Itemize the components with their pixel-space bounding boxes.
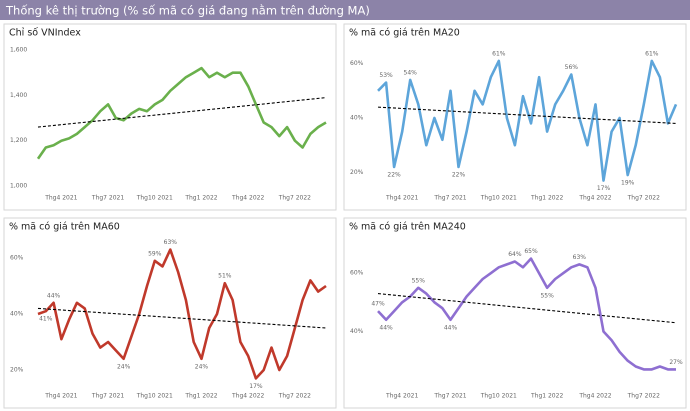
series-line (377, 59, 678, 182)
x-tick-label: Thg4 2021 (44, 195, 77, 202)
panel-title: Chỉ số VNIndex (9, 28, 81, 39)
x-tick-label: Thg4 2021 (385, 393, 418, 400)
value-label: 24% (117, 363, 131, 370)
value-label: 17% (249, 383, 263, 390)
panel-title: % mã có giá trên MA20 (349, 28, 460, 39)
y-tick-label: 1,000 (10, 183, 27, 190)
x-tick-label: Thg4 2022 (578, 393, 611, 400)
panel (343, 217, 687, 409)
x-tick-label: Thg7 2021 (433, 393, 466, 400)
x-tick-label: Thg7 2021 (91, 393, 124, 400)
value-label: 61% (492, 50, 506, 57)
x-tick-label: Thg4 2022 (231, 393, 264, 400)
x-tick-label: Thg7 2021 (91, 195, 124, 202)
value-label: 56% (565, 64, 579, 71)
panel-title: % mã có giá trên MA60 (9, 222, 120, 233)
value-label: 55% (412, 277, 426, 284)
x-tick-label: Thg4 2022 (231, 195, 264, 202)
x-tick-label: Thg7 2022 (627, 393, 660, 400)
x-tick-label: Thg1 2022 (530, 195, 563, 202)
value-label: 63% (164, 239, 178, 246)
value-label: 51% (218, 273, 232, 280)
x-tick-label: Thg1 2022 (184, 393, 217, 400)
y-tick-label: 20% (350, 169, 364, 176)
series-line (377, 257, 676, 371)
x-tick-label: Thg1 2022 (184, 195, 217, 202)
x-tick-label: Thg7 2022 (627, 195, 660, 202)
value-label: 47% (371, 301, 385, 308)
value-label: 19% (621, 180, 635, 187)
panel-title: % mã có giá trên MA240 (349, 222, 466, 233)
y-tick-label: 40% (350, 328, 364, 335)
value-label: 59% (148, 250, 162, 257)
x-tick-label: Thg10 2021 (480, 195, 517, 202)
value-label: 63% (573, 254, 587, 261)
value-label: 55% (540, 292, 554, 299)
x-tick-label: Thg7 2022 (278, 195, 311, 202)
value-label: 44% (47, 292, 61, 299)
series-line (37, 248, 327, 380)
value-label: 44% (379, 324, 393, 331)
value-label: 44% (444, 324, 458, 331)
y-tick-label: 1,400 (10, 92, 27, 99)
value-label: 22% (387, 171, 401, 178)
y-tick-label: 1,200 (10, 137, 27, 144)
y-tick-label: 60% (350, 60, 364, 67)
y-tick-label: 60% (10, 255, 24, 262)
x-tick-label: Thg10 2021 (136, 195, 173, 202)
value-label: 65% (524, 248, 538, 255)
x-tick-label: Thg4 2022 (578, 195, 611, 202)
x-tick-label: Thg4 2021 (44, 393, 77, 400)
value-label: 41% (39, 316, 53, 323)
y-tick-label: 20% (10, 367, 24, 374)
value-label: 64% (508, 251, 522, 258)
x-tick-label: Thg10 2021 (480, 393, 517, 400)
value-label: 53% (379, 72, 393, 79)
value-label: 24% (195, 363, 209, 370)
header-bar (0, 0, 690, 20)
trend-line (37, 307, 327, 329)
panel (3, 23, 337, 211)
value-label: 22% (452, 171, 466, 178)
y-tick-label: 40% (350, 115, 364, 122)
x-tick-label: Thg7 2022 (278, 393, 311, 400)
panel (3, 217, 337, 409)
x-tick-label: Thg1 2022 (530, 393, 563, 400)
series-line (36, 66, 327, 160)
header-title: Thống kê thị trường (% số mã có giá đang… (5, 4, 370, 18)
x-tick-label: Thg7 2021 (433, 195, 466, 202)
trend-line (37, 97, 327, 128)
value-label: 27% (669, 359, 683, 366)
x-tick-label: Thg4 2021 (385, 195, 418, 202)
value-label: 17% (597, 185, 611, 192)
y-tick-label: 40% (10, 311, 24, 318)
value-label: 61% (645, 50, 659, 57)
x-tick-label: Thg10 2021 (136, 393, 173, 400)
value-label: 54% (404, 69, 418, 76)
panel (343, 23, 687, 211)
y-tick-label: 1,600 (10, 47, 27, 54)
y-tick-label: 60% (350, 270, 364, 277)
